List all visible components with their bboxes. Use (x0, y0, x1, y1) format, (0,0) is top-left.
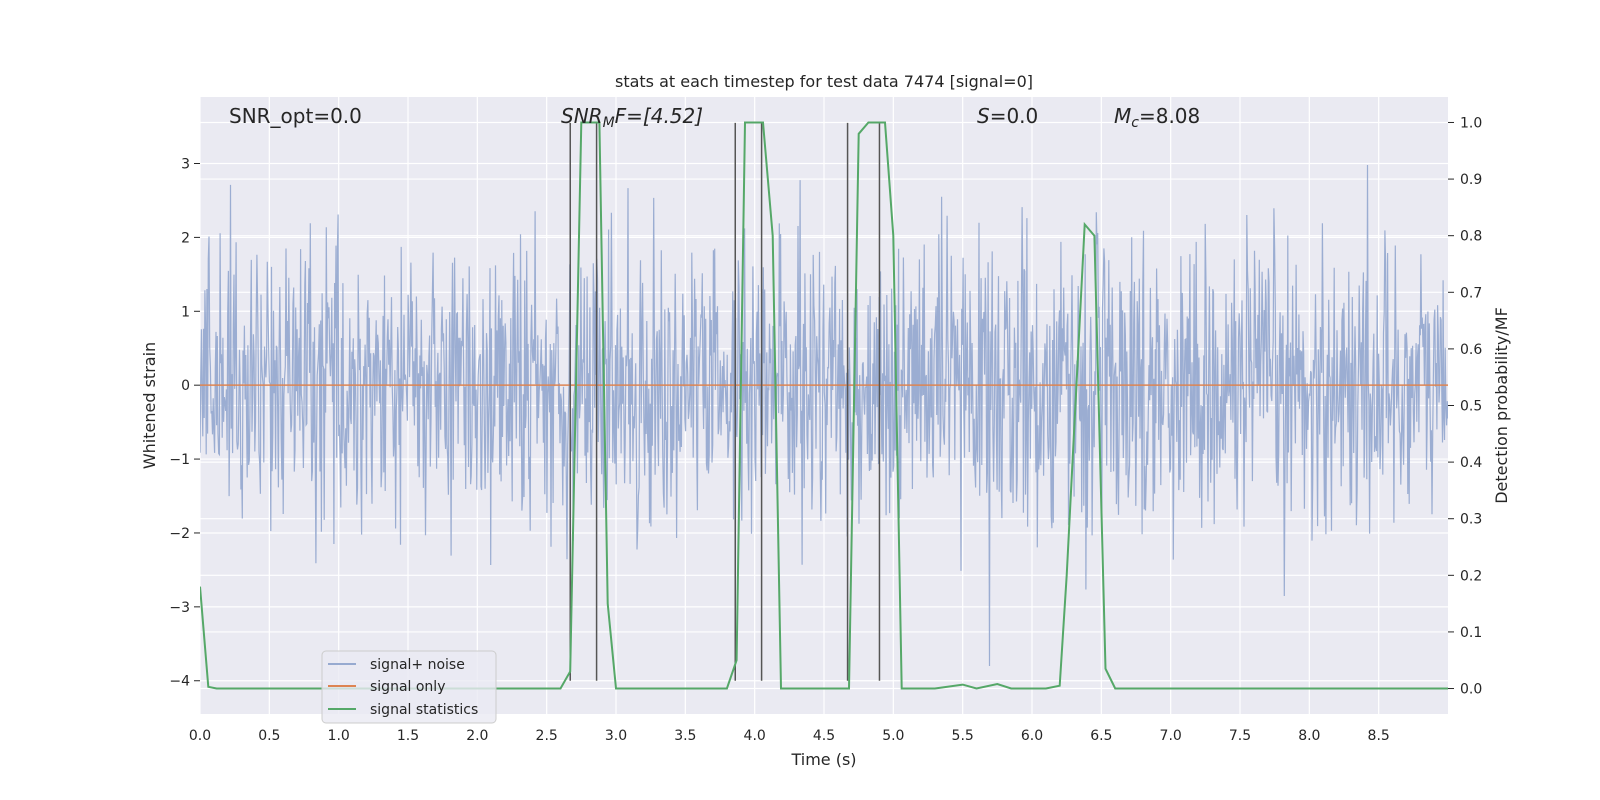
x-tick-label: 2.0 (466, 728, 488, 744)
series-signal-statistics-line (200, 121, 1448, 690)
legend: signal+ noise signal only signal statist… (321, 650, 497, 724)
annotation-s: S=0.0 (977, 104, 1038, 128)
x-tick-label: 6.0 (1021, 728, 1043, 744)
annotation-snr-opt: SNR_opt=0.0 (229, 104, 362, 128)
y2-axis-ticks: 0.0 0.1 0.2 0.3 0.4 0.5 0.6 0.7 0.8 0.9 1.0 (1448, 115, 1482, 698)
mc-symbol: M (1114, 104, 1131, 128)
mc-value: =8.08 (1139, 104, 1200, 128)
x-tick-label: 5.0 (882, 728, 904, 744)
legend-box (321, 650, 497, 724)
snr-mf-subscript: M (603, 115, 615, 131)
x-tick-label: 8.5 (1368, 728, 1390, 744)
series-signal-noise-line (200, 164, 1448, 667)
legend-label-signal-statistics: signal statistics (370, 702, 478, 718)
y2-tick-label: 0.3 (1460, 512, 1482, 528)
x-tick-label: 8.0 (1298, 728, 1320, 744)
x-tick-label: 5.5 (952, 728, 974, 744)
legend-label-signal-noise: signal+ noise (370, 657, 465, 673)
x-axis-label: Time (s) (790, 750, 856, 769)
x-tick-label: 1.0 (328, 728, 350, 744)
vertical-markers (569, 122, 881, 681)
x-tick-label: 0.0 (189, 728, 211, 744)
plot-content (200, 121, 1448, 690)
y-tick-label: −1 (169, 452, 190, 468)
x-tick-label: 6.5 (1090, 728, 1112, 744)
s-value: =0.0 (990, 104, 1039, 128)
annotation-snr-mf: SNRMF=[4.52] (561, 104, 703, 131)
y2-axis-label: Detection probability/MF (1492, 307, 1511, 504)
s-symbol: S (977, 104, 990, 128)
y2-tick-label: 0.0 (1460, 682, 1482, 698)
y-tick-label: 0 (181, 378, 190, 394)
y-tick-label: −4 (169, 674, 190, 690)
y2-tick-label: 0.4 (1460, 455, 1482, 471)
mc-subscript: c (1131, 115, 1139, 131)
x-tick-label: 2.5 (536, 728, 558, 744)
y-tick-label: 3 (181, 157, 190, 173)
y-tick-label: 2 (181, 230, 190, 246)
y2-tick-label: 0.8 (1460, 229, 1482, 245)
y2-tick-label: 0.1 (1460, 625, 1482, 641)
x-axis-ticks: 0.0 0.5 1.0 1.5 2.0 2.5 3.0 3.5 4.0 4.5 5.0 5.5 6.0 6… (189, 728, 1390, 744)
x-tick-label: 0.5 (258, 728, 280, 744)
x-tick-label: 3.5 (674, 728, 696, 744)
y-axis-ticks: −4 −3 −2 −1 0 1 2 3 (169, 157, 200, 690)
y-tick-label: −3 (169, 600, 190, 616)
y-tick-label: 1 (181, 304, 190, 320)
chart-title: stats at each timestep for test data 747… (615, 72, 1033, 91)
y2-tick-label: 0.5 (1460, 399, 1482, 415)
y2-tick-label: 0.9 (1460, 172, 1482, 188)
snr-mf-value: F=[4.52] (615, 104, 703, 128)
x-tick-label: 4.5 (813, 728, 835, 744)
y2-tick-label: 0.6 (1460, 342, 1482, 358)
x-tick-label: 7.5 (1229, 728, 1251, 744)
y2-tick-label: 1.0 (1460, 115, 1482, 131)
y-tick-label: −2 (169, 526, 190, 542)
annotation-mc: Mc=8.08 (1114, 104, 1200, 131)
x-tick-label: 3.0 (605, 728, 627, 744)
y2-tick-label: 0.2 (1460, 568, 1482, 584)
legend-label-signal-only: signal only (370, 679, 445, 695)
snr-mf-symbol: SNR (561, 104, 603, 128)
y-axis-label: Whitened strain (140, 342, 159, 469)
x-tick-label: 7.0 (1160, 728, 1182, 744)
x-tick-label: 1.5 (397, 728, 419, 744)
y2-tick-label: 0.7 (1460, 285, 1482, 301)
x-tick-label: 4.0 (744, 728, 766, 744)
